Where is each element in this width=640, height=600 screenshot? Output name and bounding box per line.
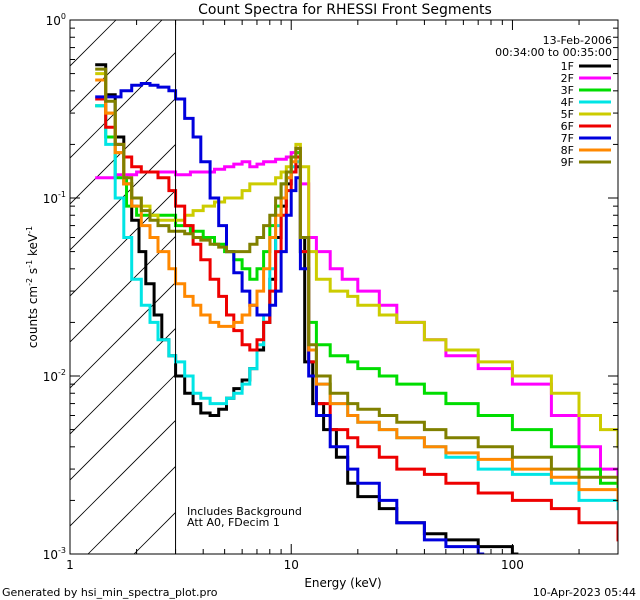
hatch-line	[70, 281, 176, 389]
y-tick-exponent: -3	[58, 546, 66, 555]
annotation-attenuator: Att A0, FDecim 1	[187, 516, 280, 529]
y-label-exp-kev: -1	[25, 226, 34, 234]
y-tick-mantissa: 10	[43, 548, 58, 562]
chart-title: Count Spectra for RHESSI Front Segments	[198, 2, 492, 18]
legend-label-7F: 7F	[561, 132, 574, 145]
header-time-range: 00:34:00 to 00:35:00	[495, 46, 612, 59]
x-axis-label: Energy (keV)	[304, 576, 381, 590]
header-date: 13-Feb-2006	[543, 34, 612, 47]
plot-frame	[69, 19, 619, 555]
series-line-8F	[95, 78, 618, 502]
series-line-9F	[95, 67, 618, 485]
y-tick-label: 10-2	[43, 368, 66, 384]
legend-label-5F: 5F	[561, 108, 574, 121]
series-line-5F	[95, 72, 618, 449]
y-axis-label: counts cm-2 s-1 keV-1	[25, 226, 40, 348]
y-tick-mantissa: 10	[46, 14, 61, 28]
footer-timestamp: 10-Apr-2023 05:44	[533, 586, 636, 599]
hatch-line	[70, 97, 176, 205]
y-label-s: s	[26, 268, 40, 278]
legend-label-8F: 8F	[561, 144, 574, 157]
y-tick-mantissa: 10	[43, 192, 58, 206]
y-tick-label: 10-3	[43, 546, 66, 562]
series-line-7F	[95, 82, 485, 554]
hatch-line	[70, 235, 176, 343]
hatch-line	[70, 373, 176, 481]
y-tick-exponent: -1	[58, 190, 66, 199]
hatch-line	[70, 20, 163, 113]
legend-label-1F: 1F	[561, 60, 574, 73]
footer-generated-by: Generated by hsi_min_spectra_plot.pro	[2, 586, 218, 599]
hatch-line	[70, 51, 176, 159]
y-tick-label: 10-1	[43, 190, 66, 206]
hatch-line	[70, 143, 176, 251]
x-tick-label: 1	[66, 558, 74, 572]
y-tick-exponent: -2	[58, 368, 66, 377]
x-tick-label: 10	[284, 558, 299, 572]
y-tick-exponent: 0	[61, 12, 66, 21]
hatched-region	[70, 20, 176, 554]
y-tick-mantissa: 10	[43, 370, 58, 384]
series-line-6F	[95, 97, 618, 542]
legend-label-9F: 9F	[561, 156, 574, 169]
legend-label-6F: 6F	[561, 120, 574, 133]
hatch-line	[70, 419, 176, 527]
series-line-1F	[95, 63, 519, 554]
y-label-counts: counts cm	[26, 286, 40, 348]
legend-label-4F: 4F	[561, 96, 574, 109]
y-tick-label: 100	[46, 12, 66, 28]
legend-label-3F: 3F	[561, 84, 574, 97]
hatch-line	[70, 189, 176, 297]
y-label-exp-cm: -2	[25, 278, 34, 286]
x-tick-label: 100	[501, 558, 524, 572]
series-line-3F	[95, 104, 618, 495]
legend-label-2F: 2F	[561, 72, 574, 85]
y-label-exp-s: -1	[25, 260, 34, 268]
series-layer	[95, 63, 618, 554]
x-axis-ticks: 1 10 100	[66, 20, 619, 572]
y-label-kev: keV	[26, 233, 40, 260]
annotation-background: Includes Background	[187, 505, 302, 518]
